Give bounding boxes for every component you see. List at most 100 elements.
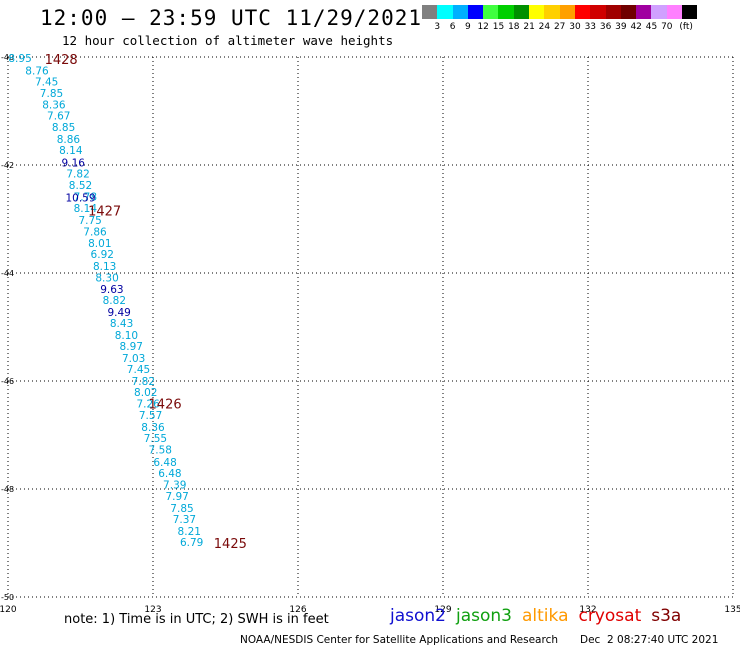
wave-height-label: 7.57: [139, 410, 162, 422]
legend-label: (ft): [679, 22, 693, 32]
wave-height-label: 8.13: [93, 261, 116, 273]
wave-height-label: 6.79: [180, 537, 203, 549]
footer-note: note: 1) Time is in UTC; 2) SWH is in fe…: [64, 612, 329, 627]
wave-height-label: 7.58: [149, 445, 172, 457]
wave-height-label: 7.26: [136, 399, 160, 411]
legend-swatch: [636, 5, 652, 19]
legend-swatch: [544, 5, 560, 19]
legend-label: 3: [434, 22, 441, 32]
wave-height-label: 7.97: [165, 491, 188, 503]
legend-label: 21: [523, 22, 535, 32]
wave-height-label: 7.45: [35, 76, 58, 88]
mission-label: jason3: [456, 606, 512, 626]
wave-height-label: 8.02: [134, 387, 157, 399]
wave-height-label: 8.95: [8, 53, 31, 65]
wave-height-label: 8.14: [74, 203, 98, 215]
legend-label: 9: [465, 22, 471, 32]
wave-height-label: 8.36: [141, 422, 165, 434]
wave-height-label: 7.85: [170, 503, 193, 515]
legend-swatch: [483, 5, 499, 19]
legend-label: 39: [615, 22, 627, 32]
wave-height-label: 8.85: [52, 122, 75, 134]
legend-label: 33: [584, 22, 597, 32]
wave-height-label: 7.37: [173, 514, 196, 526]
mission-label: altika: [522, 606, 569, 626]
legend-label: 15: [492, 22, 505, 32]
legend-swatch: [467, 5, 484, 19]
wave-height-label: 8.21: [178, 526, 201, 538]
mission-label: s3a: [651, 606, 682, 626]
longitude-labels: 120 123 126 129 132 135: [0, 605, 740, 615]
legend-swatch: [437, 5, 453, 19]
legend-label: 36: [599, 22, 612, 32]
longitude-label: 135: [724, 605, 740, 615]
wave-height-label: 6.48: [153, 457, 176, 469]
latitude-label: -50: [1, 593, 14, 602]
legend-swatch: [605, 5, 621, 19]
pass-labels: 1428 1427 1426 1425: [45, 53, 247, 552]
legend-swatch: [666, 5, 683, 19]
latitude-label: -48: [1, 485, 14, 494]
wave-height-label: 8.30: [95, 272, 118, 284]
latitude-label: -46: [1, 377, 14, 386]
footer-credit: NOAA/NESDIS Center for Satellite Applica…: [240, 634, 558, 646]
legend-swatch: [574, 5, 591, 19]
wave-height-label: 7.03: [122, 353, 145, 365]
longitude-label: 129: [434, 605, 451, 615]
latitude-label: -44: [1, 269, 14, 278]
wave-height-label: 7.75: [78, 215, 101, 227]
legend-label: 70: [661, 22, 673, 32]
legend-swatches: [422, 5, 698, 19]
longitude-label: 132: [579, 605, 596, 615]
page-subtitle: 12 hour collection of altimeter wave hei…: [62, 33, 394, 48]
longitude-label: 126: [289, 605, 306, 615]
legend-swatch: [559, 5, 575, 19]
legend-swatch: [590, 5, 606, 19]
wave-height-label: 8.10: [115, 330, 138, 342]
wave-height-label: 8.52: [69, 180, 92, 192]
page-title: 12:00 — 23:59 UTC 11/29/2021: [40, 6, 423, 30]
mission-legend: jason2 jason3 altika cryosat s3a: [390, 606, 691, 626]
mission-label: cryosat: [578, 606, 642, 626]
legend-label: 30: [569, 22, 581, 32]
latitude-label: -40: [1, 53, 14, 62]
wave-height-label: 10.59: [65, 192, 95, 204]
longitude-label: 120: [0, 605, 17, 615]
legend-label: 6: [449, 22, 456, 32]
wave-height-label: 9.49: [107, 307, 130, 319]
wave-height-label: 7.85: [40, 88, 63, 100]
legend-labels: 3 6 9 12 15 18 21 24 27 30 33 36 39 42 45 70 (ft): [422, 19, 697, 32]
footer-timestamp: Dec 2 08:27:40 UTC 2021: [580, 634, 719, 646]
latitude-label: -42: [1, 161, 14, 170]
wave-height-label: 8.14: [59, 145, 83, 157]
wave-height-label: 8.97: [120, 341, 143, 353]
wave-height-label: 7.55: [144, 433, 167, 445]
color-legend: 3 6 9 12 15 18 21 24 27 30 33 36 39 42 45 70 (ft): [422, 5, 698, 32]
wave-height-label: 7.78: [74, 191, 97, 203]
wave-height-label: 6.92: [91, 249, 114, 261]
wave-height-label: 7.67: [47, 110, 70, 122]
legend-swatch: [498, 5, 514, 19]
legend-swatch: [529, 5, 545, 19]
wave-height-label: 9.16: [62, 157, 86, 169]
latitude-labels: -40 -42 -44 -46 -48 -50: [1, 53, 14, 602]
wave-height-label: 8.43: [110, 318, 133, 330]
legend-swatch: [452, 5, 468, 19]
pass-number-label: 1425: [214, 537, 247, 552]
legend-swatch: [513, 5, 530, 19]
wave-height-label: 8.36: [42, 100, 66, 112]
wave-height-label: 7.82: [132, 376, 155, 388]
wave-height-label: 9.63: [100, 284, 123, 296]
wave-height-label: 8.82: [103, 295, 126, 307]
legend-swatch: [682, 5, 698, 19]
legend-label: 18: [508, 22, 520, 32]
map-grid: [7, 56, 734, 598]
wave-height-label: 7.82: [66, 169, 89, 181]
wave-height-label: 8.86: [57, 134, 81, 146]
wave-height-label: 7.39: [163, 480, 186, 492]
legend-label: 24: [538, 22, 551, 32]
legend-swatch: [422, 5, 438, 19]
legend-swatch: [651, 5, 667, 19]
legend-label: 45: [645, 22, 658, 32]
